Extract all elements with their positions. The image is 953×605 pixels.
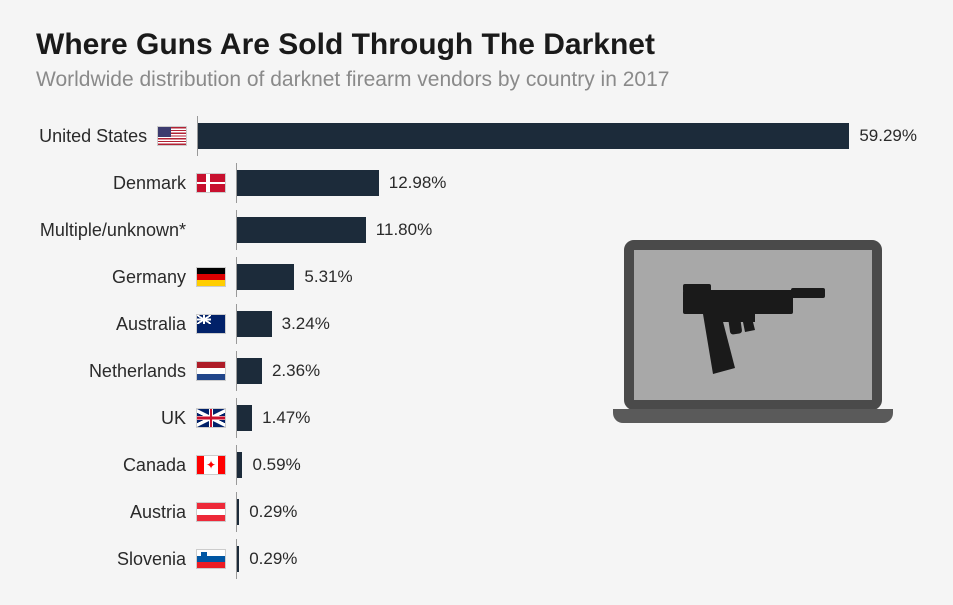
flag-icon — [196, 173, 226, 193]
bar-value: 0.29% — [249, 502, 297, 522]
chart-row: Austria 0.29% — [36, 496, 917, 528]
label-area: Slovenia — [36, 549, 236, 570]
label-area: Canada — [36, 455, 236, 476]
country-label: Multiple/unknown* — [40, 220, 186, 241]
bar-value: 0.29% — [249, 549, 297, 569]
infographic: Where Guns Are Sold Through The Darknet … — [0, 0, 953, 605]
country-label: Germany — [112, 267, 186, 288]
country-label: Austria — [130, 502, 186, 523]
flag-icon — [196, 549, 226, 569]
country-label: Netherlands — [89, 361, 186, 382]
country-label: Denmark — [113, 173, 186, 194]
bar-value: 12.98% — [389, 173, 447, 193]
bar — [236, 358, 262, 384]
bar — [236, 170, 379, 196]
bar — [236, 405, 252, 431]
bar-value: 59.29% — [859, 126, 917, 146]
flag-icon — [196, 267, 226, 287]
axis-line — [236, 492, 237, 532]
chart-row: Canada 0.59% — [36, 449, 917, 481]
bar — [197, 123, 849, 149]
country-label: Australia — [116, 314, 186, 335]
label-area: UK — [36, 408, 236, 429]
axis-line — [236, 210, 237, 250]
gun-icon — [673, 270, 833, 380]
label-area: Australia — [36, 314, 236, 335]
chart-title: Where Guns Are Sold Through The Darknet — [36, 28, 917, 62]
flag-icon — [157, 126, 187, 146]
chart-row: Denmark 12.98% — [36, 167, 917, 199]
bar-area: 0.29% — [236, 496, 917, 528]
axis-line — [236, 304, 237, 344]
bar-area: 0.29% — [236, 543, 917, 575]
flag-icon — [196, 455, 226, 475]
label-area: Netherlands — [36, 361, 236, 382]
country-label: Slovenia — [117, 549, 186, 570]
laptop-screen — [624, 240, 882, 410]
flag-icon — [196, 361, 226, 381]
bar — [236, 311, 272, 337]
axis-line — [236, 398, 237, 438]
laptop-illustration — [613, 240, 893, 450]
bar — [236, 264, 294, 290]
bar-area: 0.59% — [236, 449, 917, 481]
chart-subtitle: Worldwide distribution of darknet firear… — [36, 68, 917, 92]
chart-row: United States 59.29% — [36, 120, 917, 152]
bar — [236, 217, 366, 243]
country-label: Canada — [123, 455, 186, 476]
axis-line — [236, 445, 237, 485]
label-area: Germany — [36, 267, 236, 288]
bar-value: 1.47% — [262, 408, 310, 428]
label-area: Austria — [36, 502, 236, 523]
axis-line — [197, 116, 198, 156]
chart-row: Slovenia 0.29% — [36, 543, 917, 575]
flag-icon — [196, 502, 226, 522]
country-label: United States — [39, 126, 147, 147]
label-area: Denmark — [36, 173, 236, 194]
country-label: UK — [161, 408, 186, 429]
bar-area: 59.29% — [197, 120, 917, 152]
axis-line — [236, 539, 237, 579]
label-area: Multiple/unknown* — [36, 220, 236, 241]
flag-icon — [196, 408, 226, 428]
axis-line — [236, 351, 237, 391]
bar-value: 0.59% — [252, 455, 300, 475]
axis-line — [236, 257, 237, 297]
bar-value: 11.80% — [376, 220, 432, 240]
label-area: United States — [36, 126, 197, 147]
axis-line — [236, 163, 237, 203]
bar-value: 3.24% — [282, 314, 330, 334]
bar-area: 12.98% — [236, 167, 917, 199]
flag-icon — [196, 314, 226, 334]
bar-value: 2.36% — [272, 361, 320, 381]
bar-value: 5.31% — [304, 267, 352, 287]
laptop-base — [613, 409, 893, 423]
